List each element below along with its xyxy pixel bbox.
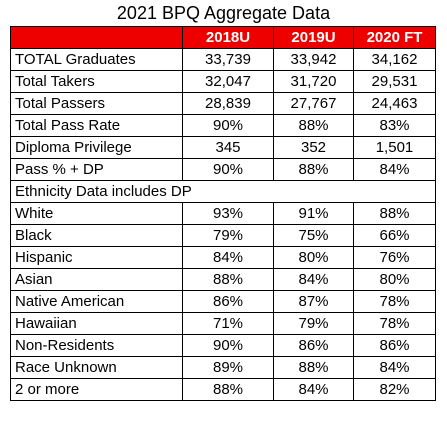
table-row: Black 79% 75% 66%: [10, 224, 436, 247]
section-label: Ethnicity Data includes DP: [10, 180, 436, 203]
cell-value: 86%: [273, 334, 354, 357]
cell-value: 84%: [273, 378, 354, 401]
row-label: Hawaiian: [10, 312, 183, 335]
cell-value: 84%: [273, 268, 354, 291]
cell-value: 90%: [182, 158, 274, 181]
cell-value: 82%: [353, 378, 436, 401]
row-label: Total Takers: [10, 70, 183, 93]
cell-value: 89%: [182, 356, 274, 379]
table-row: Total Pass Rate 90% 88% 83%: [10, 114, 436, 137]
table-row: Native American 86% 87% 78%: [10, 290, 436, 313]
cell-value: 79%: [182, 224, 274, 247]
table-title: 2021 BPQ Aggregate Data: [116, 3, 331, 23]
cell-value: 83%: [353, 114, 436, 137]
cell-value: 345: [182, 136, 274, 159]
cell-value: 88%: [273, 158, 354, 181]
cell-value: 88%: [182, 378, 274, 401]
row-label: 2 or more: [10, 378, 183, 401]
column-header-2018u: 2018U: [182, 26, 274, 49]
cell-value: 1,501: [353, 136, 436, 159]
cell-value: 80%: [353, 268, 436, 291]
cell-value: 91%: [273, 202, 354, 225]
row-label: Total Pass Rate: [10, 114, 183, 137]
cell-value: 93%: [182, 202, 274, 225]
row-label: Non-Residents: [10, 334, 183, 357]
cell-value: 84%: [182, 246, 274, 269]
cell-value: 88%: [182, 268, 274, 291]
table-row: Pass % + DP 90% 88% 84%: [10, 158, 436, 181]
row-label: White: [10, 202, 183, 225]
table-row: White 93% 91% 88%: [10, 202, 436, 225]
cell-value: 87%: [273, 290, 354, 313]
section-row: Ethnicity Data includes DP: [10, 180, 436, 203]
cell-value: 71%: [182, 312, 274, 335]
row-label: Pass % + DP: [10, 158, 183, 181]
cell-value: 33,739: [182, 48, 274, 71]
row-label: TOTAL Graduates: [10, 48, 183, 71]
cell-value: 88%: [273, 114, 354, 137]
cell-value: 84%: [353, 356, 436, 379]
cell-value: 86%: [182, 290, 274, 313]
row-label: Total Passers: [10, 92, 183, 115]
table-row: Total Takers 32,047 31,720 29,531: [10, 70, 436, 93]
cell-value: 34,162: [353, 48, 436, 71]
table-row: 2 or more 88% 84% 82%: [10, 378, 436, 401]
table-row: Diploma Privilege 345 352 1,501: [10, 136, 436, 159]
table-row: TOTAL Graduates 33,739 33,942 34,162: [10, 48, 436, 71]
table-row: Race Unknown 89% 88% 84%: [10, 356, 436, 379]
cell-value: 90%: [182, 114, 274, 137]
cell-value: 24,463: [353, 92, 436, 115]
cell-value: 78%: [353, 290, 436, 313]
column-header-2019u: 2019U: [273, 26, 354, 49]
row-label: Hispanic: [10, 246, 183, 269]
cell-value: 80%: [273, 246, 354, 269]
column-header-2020ft: 2020 FT: [353, 26, 436, 49]
cell-value: 88%: [353, 202, 436, 225]
bpq-data-table: 2018U 2019U 2020 FT TOTAL Graduates 33,7…: [10, 26, 436, 401]
cell-value: 78%: [353, 312, 436, 335]
row-label: Asian: [10, 268, 183, 291]
cell-value: 75%: [273, 224, 354, 247]
cell-value: 33,942: [273, 48, 354, 71]
cell-value: 88%: [273, 356, 354, 379]
cell-value: 86%: [353, 334, 436, 357]
row-label: Black: [10, 224, 183, 247]
cell-value: 66%: [353, 224, 436, 247]
table-row: Non-Residents 90% 86% 86%: [10, 334, 436, 357]
row-label: Race Unknown: [10, 356, 183, 379]
header-row: 2018U 2019U 2020 FT: [10, 26, 436, 49]
cell-value: 29,531: [353, 70, 436, 93]
row-label: Native American: [10, 290, 183, 313]
cell-value: 79%: [273, 312, 354, 335]
cell-value: 31,720: [273, 70, 354, 93]
cell-value: 90%: [182, 334, 274, 357]
table-row: Asian 88% 84% 80%: [10, 268, 436, 291]
table-row: Hawaiian 71% 79% 78%: [10, 312, 436, 335]
cell-value: 32,047: [182, 70, 274, 93]
table-row: Hispanic 84% 80% 76%: [10, 246, 436, 269]
cell-value: 27,767: [273, 92, 354, 115]
cell-value: 76%: [353, 246, 436, 269]
row-label: Diploma Privilege: [10, 136, 183, 159]
header-corner-cell: [10, 26, 183, 49]
cell-value: 84%: [353, 158, 436, 181]
table-row: Total Passers 28,839 27,767 24,463: [10, 92, 436, 115]
cell-value: 352: [273, 136, 354, 159]
cell-value: 28,839: [182, 92, 274, 115]
